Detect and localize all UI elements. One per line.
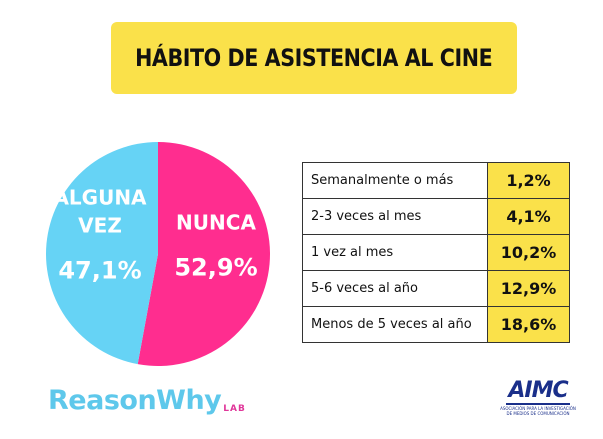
table-row: 2-3 veces al mes 4,1% — [302, 198, 570, 235]
frequency-table: Semanalmente o más 1,2% 2-3 veces al mes 4,… — [302, 162, 570, 343]
table-row: Semanalmente o más 1,2% — [302, 162, 570, 199]
page-title: HÁBITO DE ASISTENCIA AL CINE — [135, 44, 493, 72]
title-banner: HÁBITO DE ASISTENCIA AL CINE — [111, 22, 517, 94]
aimc-logo: AIMC ASOCIACIÓN PARA LA INVESTIGACIÓN DE… — [500, 380, 576, 420]
row-label: 2-3 veces al mes — [302, 198, 488, 235]
reasonwhy-lab-text: LAB — [223, 404, 246, 414]
row-label: Semanalmente o más — [302, 162, 488, 199]
row-label: 5-6 veces al año — [302, 270, 488, 307]
row-value: 4,1% — [487, 198, 570, 235]
pie-value-label: 47,1% — [58, 257, 141, 285]
pie-label: ALGUNA — [53, 186, 147, 210]
aimc-logo-mark: AIMC — [508, 378, 568, 403]
row-value: 18,6% — [487, 306, 570, 343]
row-label: 1 vez al mes — [302, 234, 488, 271]
pie-slice-alguna-vez — [45, 142, 158, 365]
pie-value-label: 52,9% — [174, 253, 257, 281]
row-label: Menos de 5 veces al año — [302, 306, 488, 343]
table-row: 1 vez al mes 10,2% — [302, 234, 570, 271]
pie-label: NUNCA — [176, 210, 256, 234]
pie-slice-nunca — [137, 142, 270, 366]
table-row: Menos de 5 veces al año 18,6% — [302, 306, 570, 343]
row-value: 10,2% — [487, 234, 570, 271]
aimc-logo-subtitle: ASOCIACIÓN PARA LA INVESTIGACIÓN DE MEDI… — [500, 406, 576, 416]
pie-label: VEZ — [78, 214, 122, 238]
reasonwhy-logo: ReasonWhy LAB — [48, 385, 246, 416]
reasonwhy-logo-text: ReasonWhy — [48, 385, 222, 416]
table-row: 5-6 veces al año 12,9% — [302, 270, 570, 307]
row-value: 1,2% — [487, 162, 570, 199]
row-value: 12,9% — [487, 270, 570, 307]
